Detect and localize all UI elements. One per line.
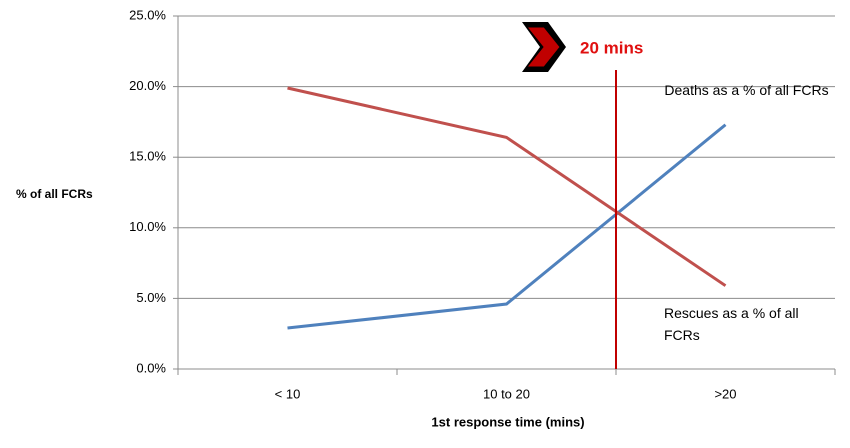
y-tick-label: 10.0% xyxy=(129,219,166,234)
x-tick-label: < 10 xyxy=(275,386,301,401)
chevron xyxy=(525,26,561,68)
y-tick-label: 15.0% xyxy=(129,149,166,164)
y-tick-label: 5.0% xyxy=(136,290,166,305)
series-line xyxy=(287,86,727,287)
annotation: 20 mins xyxy=(580,38,643,57)
y-axis-title: % of all FCRs xyxy=(16,187,93,201)
series-line xyxy=(287,123,727,330)
y-tick-label: 25.0% xyxy=(129,7,166,22)
series-label: Deaths as a % of all FCRs xyxy=(664,82,829,98)
y-tick-label: 0.0% xyxy=(136,360,166,375)
x-axis-title: 1st response time (mins) xyxy=(431,414,584,429)
series-label: Rescues as a % of all FCRs xyxy=(664,305,799,343)
x-tick-label: >20 xyxy=(714,386,736,401)
y-tick-label: 20.0% xyxy=(129,78,166,93)
x-tick-label: 10 to 20 xyxy=(483,386,530,401)
